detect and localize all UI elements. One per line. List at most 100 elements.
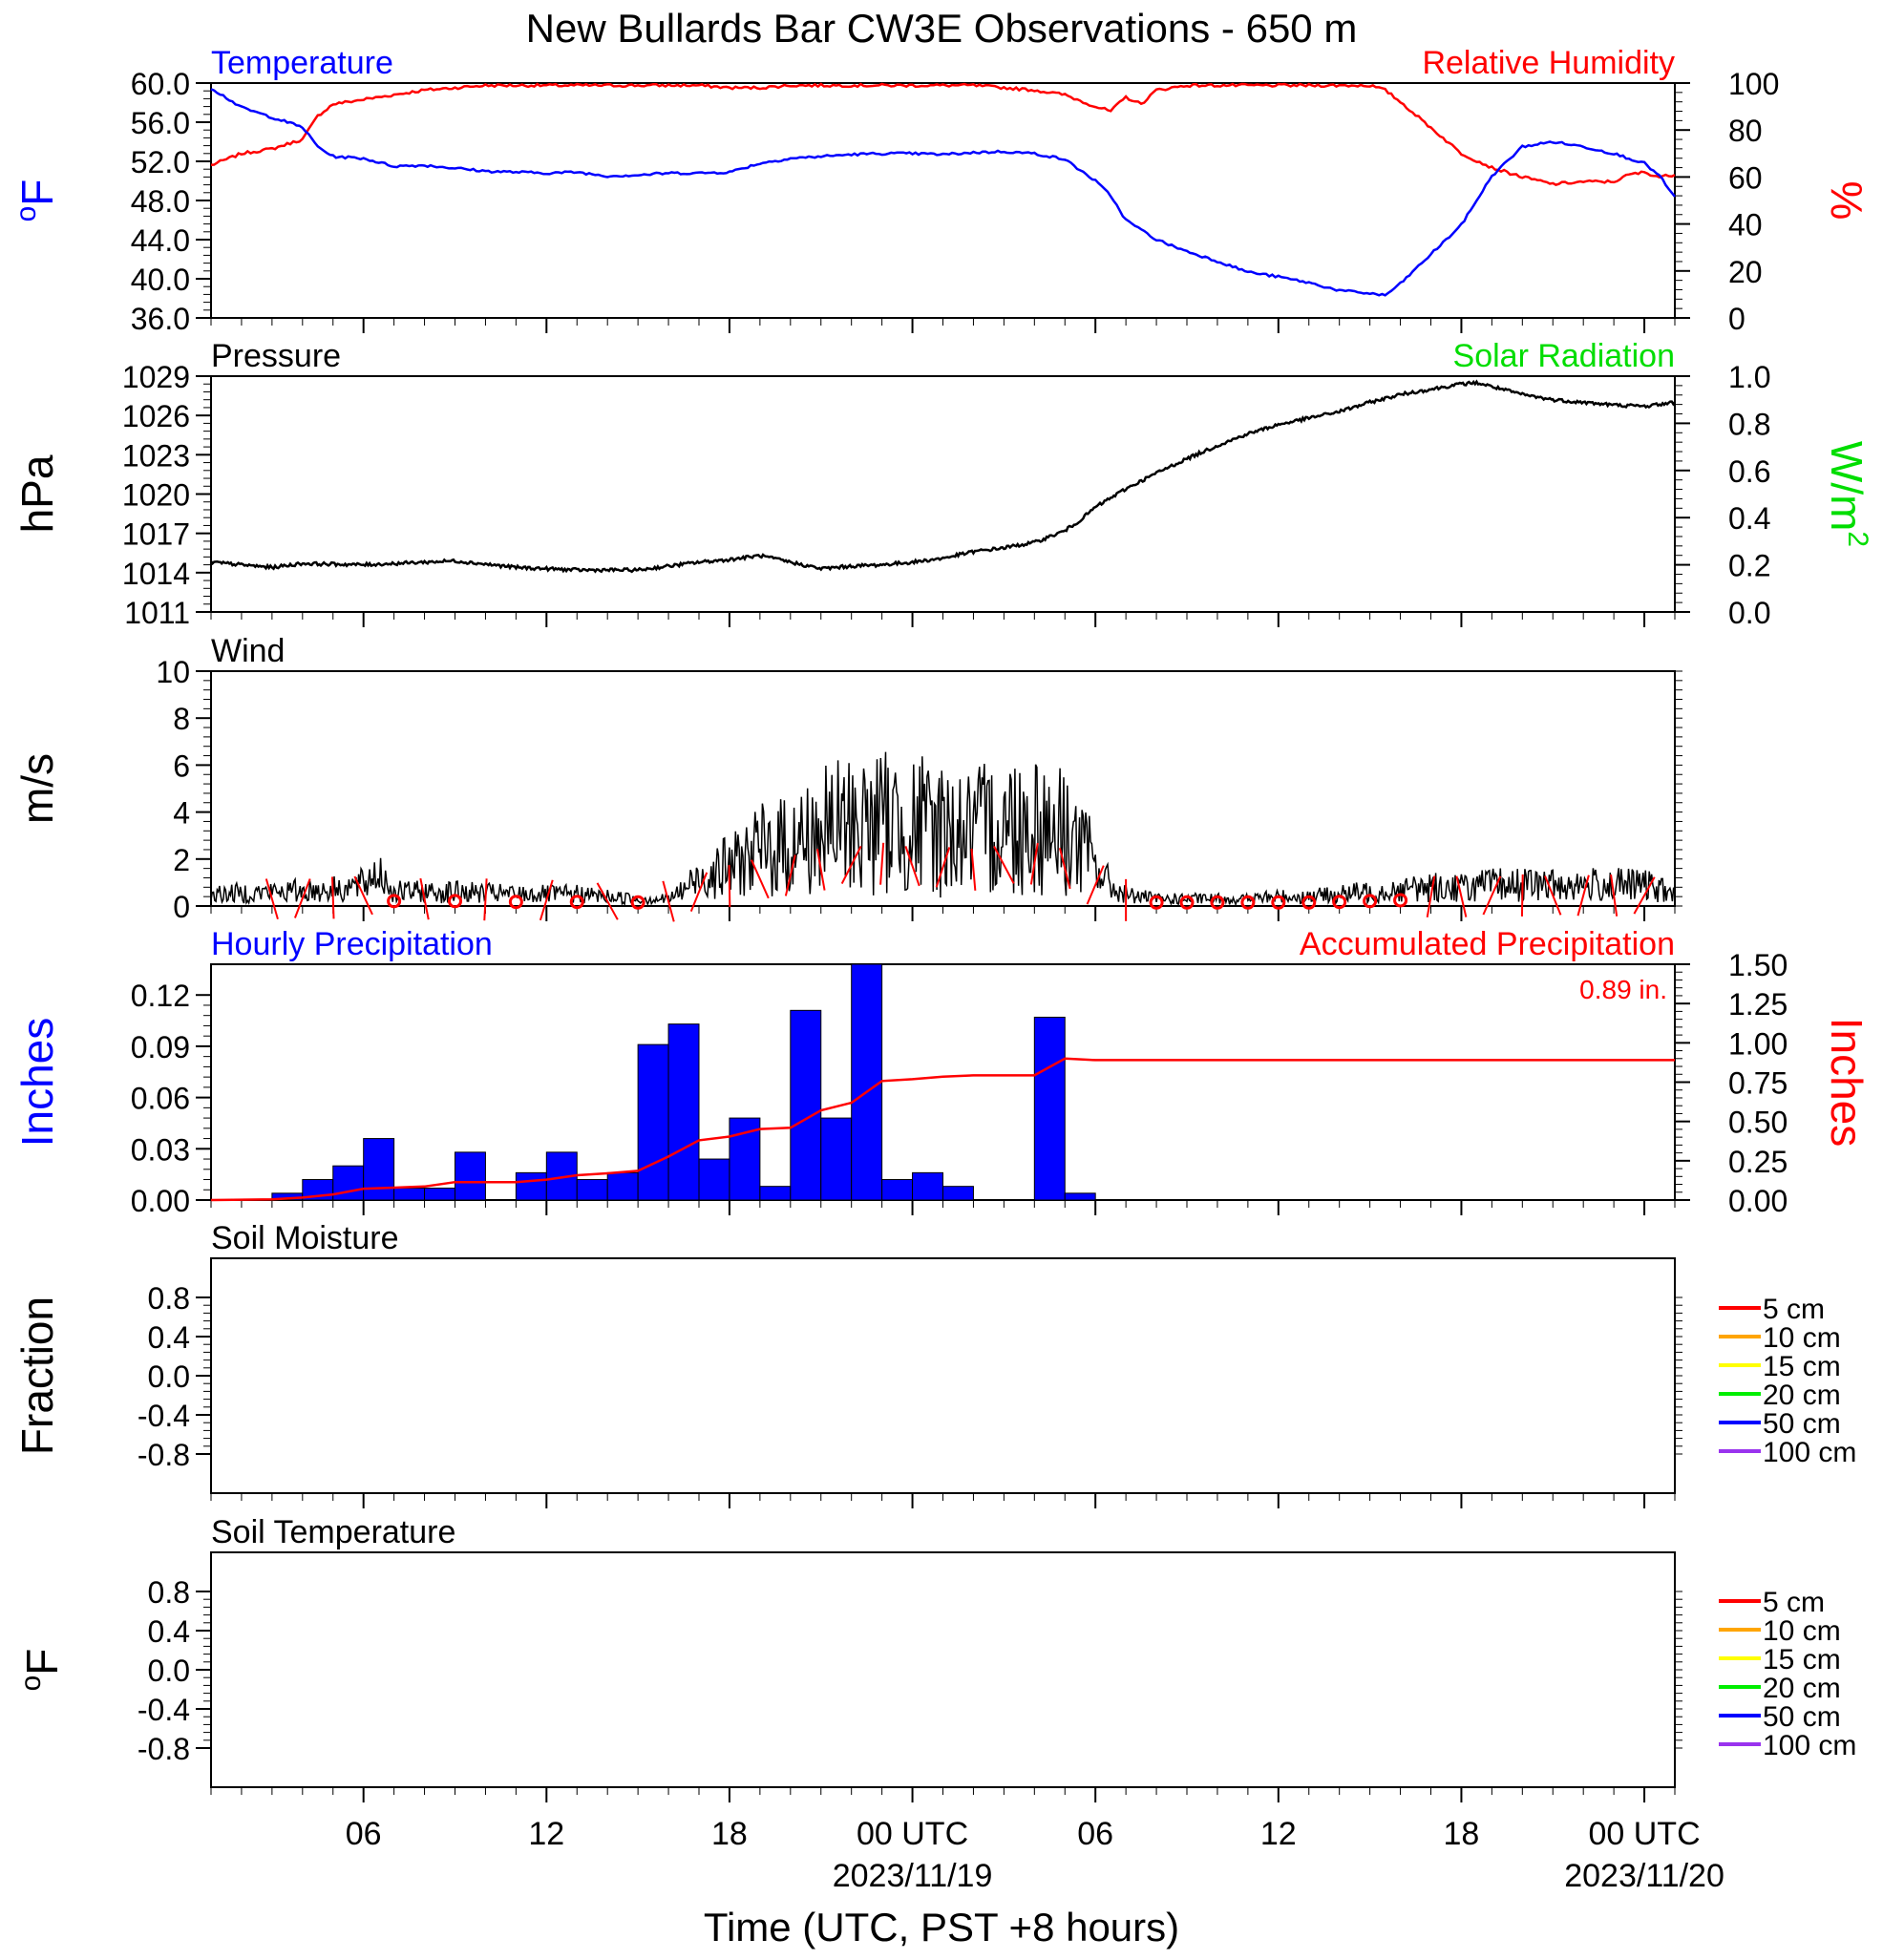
precip-bar (698, 1158, 730, 1201)
y2-tick-label: 1.0 (1728, 360, 1770, 394)
y-tick-label: 1017 (122, 517, 190, 552)
x-tick-label: 06 (346, 1816, 382, 1852)
panel-temp: 60.0 56.0 52.0 48.0 44.0 40.0 36.0 100 80 60 40 20 0… (11, 45, 1872, 336)
y-tick-label: -0.4 (138, 1693, 190, 1727)
calm-wind-marker (1179, 895, 1195, 910)
wind-direction-stick (904, 846, 920, 887)
y2-tick-label: 0.75 (1728, 1066, 1788, 1101)
x-tick-label: 18 (711, 1816, 748, 1852)
pressure-line (209, 379, 1676, 574)
y2-tick-label: 0.6 (1728, 454, 1770, 489)
y-unit-label: Fraction (12, 1296, 62, 1455)
y2-tick-label: 40 (1728, 208, 1763, 242)
wind-direction-stick (1610, 875, 1619, 917)
y-tick-label: 0.03 (131, 1132, 190, 1167)
y-tick-label: 48.0 (131, 184, 190, 219)
calm-wind-marker (1210, 895, 1225, 910)
panel-pressure: 1029 1026 1023 1020 1017 1014 1011 1.0 0.8 0.6 0.4… (12, 338, 1873, 630)
y-tick-label: 2 (173, 843, 190, 877)
x-tick-label: 06 (1077, 1816, 1113, 1852)
wind-direction-stick (1482, 875, 1502, 916)
accumulated-precip-line (210, 1057, 1675, 1202)
unit-text: W/m (1822, 441, 1872, 532)
x-date-label: 2023/11/20 (1564, 1858, 1724, 1894)
precip-bar (942, 1186, 974, 1201)
panel-title-right: Accumulated Precipitation (1300, 926, 1675, 962)
precip-bar (912, 1171, 943, 1201)
legend-label: 15 cm (1763, 1351, 1841, 1382)
y-tick-label: 1023 (122, 438, 190, 473)
y-tick-label: 0 (173, 890, 190, 924)
x-tick-label: 00 UTC (1588, 1816, 1700, 1852)
y-tick-label: 8 (173, 702, 190, 736)
legend-label: 5 cm (1763, 1587, 1825, 1618)
y-unit-label: oF (15, 1649, 67, 1692)
calm-wind-marker (448, 894, 462, 909)
y-unit-label: Inches (12, 1018, 62, 1148)
wind-direction-stick (689, 872, 709, 913)
panel-title-left: Temperature (211, 45, 393, 81)
legend-label: 20 cm (1763, 1380, 1841, 1411)
y-tick-label: 0.0 (148, 1359, 190, 1394)
unit-letter: F (12, 179, 62, 206)
calm-wind-marker (1332, 895, 1347, 910)
y2-tick-label: 1.50 (1728, 948, 1788, 982)
panel-title-left: Soil Moisture (211, 1220, 399, 1256)
legend-label: 100 cm (1763, 1437, 1856, 1468)
degree-sup: o (15, 1675, 47, 1692)
y2-tick-label: 0.2 (1728, 549, 1770, 583)
y2-tick-label: 0 (1728, 302, 1745, 336)
wind-direction-stick (1544, 875, 1562, 916)
y-tick-label: 1011 (124, 596, 190, 630)
chart-title: New Bullards Bar CW3E Observations - 650… (526, 6, 1358, 51)
y-tick-label: 60.0 (131, 67, 190, 101)
y-tick-label: 52.0 (131, 145, 190, 179)
legend-label: 20 cm (1763, 1673, 1841, 1704)
wind-direction-stick (1029, 842, 1039, 885)
y-tick-label: -0.8 (138, 1732, 190, 1766)
unit-letter: F (17, 1649, 67, 1675)
precip-bar (790, 1009, 822, 1201)
calm-wind-marker (1363, 894, 1378, 909)
wind-direction-stick (993, 846, 1015, 884)
y2-tick-label: 1.00 (1728, 1026, 1788, 1061)
panel-precip: 0.12 0.09 0.06 0.03 0.00 1.50 1.25 1.00 0.75 0.50… (12, 926, 1872, 1218)
y-tick-label: 0.0 (148, 1654, 190, 1688)
y-tick-label: 0.8 (148, 1575, 190, 1610)
precip-bar (667, 1023, 700, 1201)
precip-bar (332, 1165, 365, 1201)
panel-title-left: Wind (211, 633, 285, 669)
legend-label: 100 cm (1763, 1730, 1856, 1761)
panels: 60.056.052.048.044.040.036.0100806040200… (11, 45, 1873, 1894)
wind-direction-stick (879, 842, 885, 885)
y-tick-label: 0.09 (131, 1030, 190, 1064)
x-tick-label: 00 UTC (857, 1816, 968, 1852)
panel-frame (210, 963, 1676, 1201)
calm-wind-marker (1271, 895, 1286, 910)
y-tick-label: 6 (173, 748, 190, 783)
panel-frame (210, 1257, 1676, 1494)
precip-bar (606, 1171, 639, 1201)
y-tick-label: 44.0 (131, 223, 190, 258)
y2-tick-label: 20 (1728, 255, 1763, 289)
unit-sup: 2 (1842, 531, 1873, 547)
y2-tick-label: 0.8 (1728, 407, 1770, 441)
y2-tick-label: 0.50 (1728, 1106, 1788, 1140)
wind-speed-line (210, 751, 1676, 907)
y-tick-label: 36.0 (131, 302, 190, 336)
calm-wind-marker (1393, 893, 1408, 908)
y-tick-label: 0.4 (148, 1320, 190, 1355)
legend-label: 10 cm (1763, 1615, 1841, 1647)
y2-tick-label: 0.0 (1728, 596, 1770, 630)
precip-bar (515, 1171, 547, 1201)
wind-direction-stick (1576, 875, 1590, 917)
legend-label: 5 cm (1763, 1294, 1825, 1325)
panel-title-right: Relative Humidity (1422, 45, 1675, 81)
y2-unit-label: Inches (1822, 1018, 1872, 1148)
wind-direction-stick (353, 875, 373, 916)
y-tick-label: 10 (156, 655, 190, 689)
y2-tick-label: 100 (1728, 67, 1779, 101)
precip-bar (759, 1186, 792, 1201)
precip-bar (1064, 1192, 1096, 1201)
wind-direction-stick (264, 878, 279, 920)
